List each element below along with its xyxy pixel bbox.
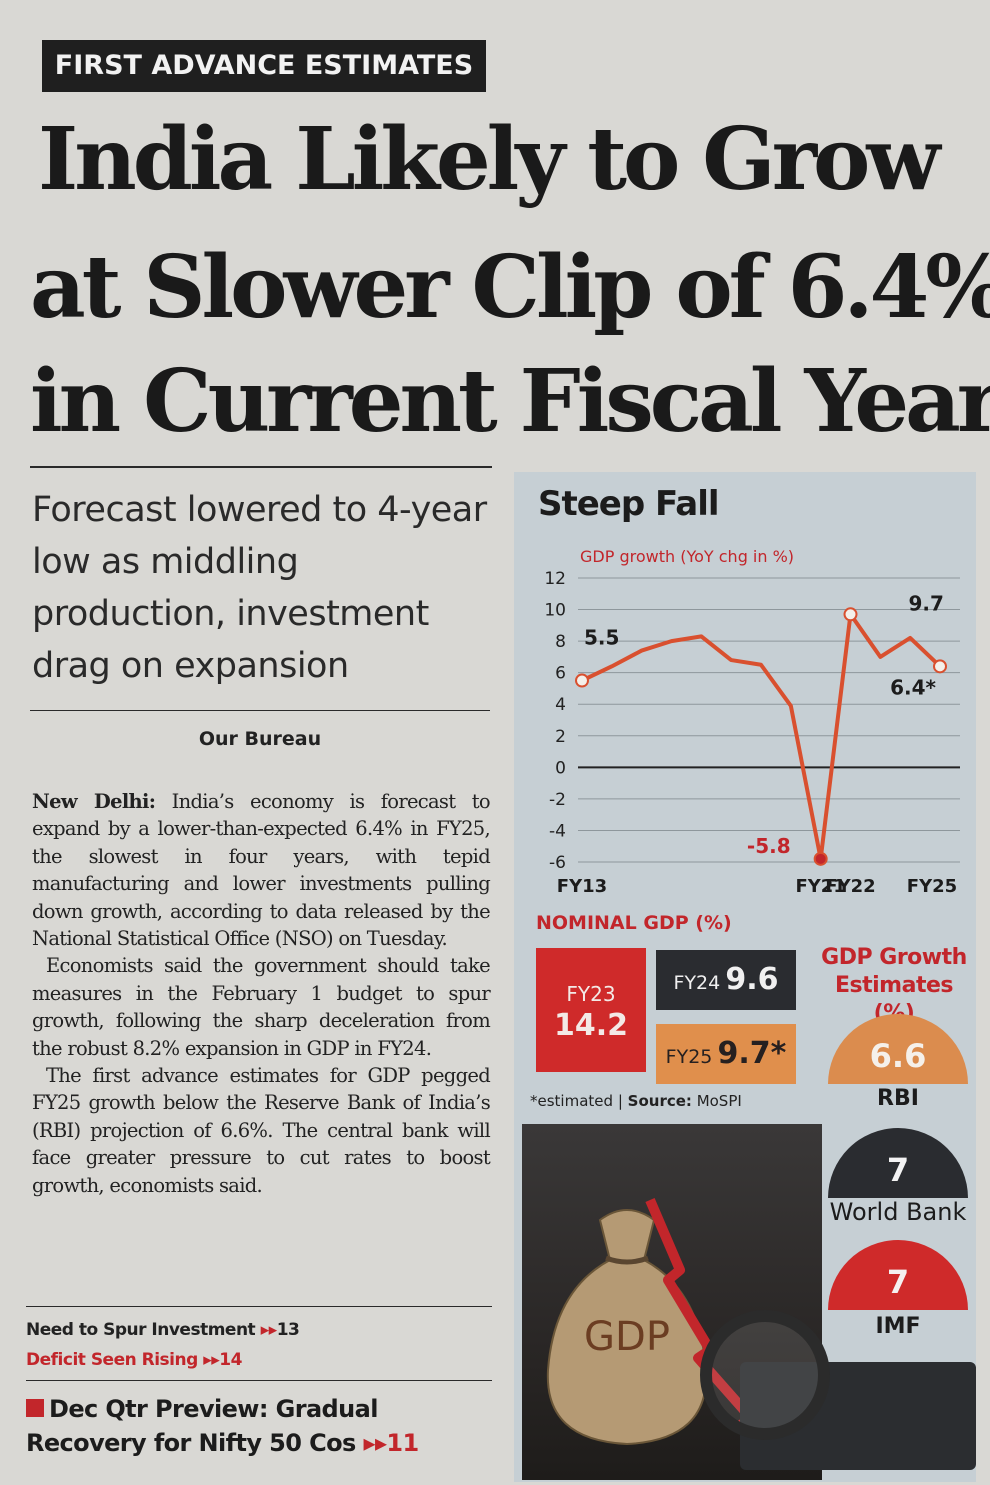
- y-tick-label: 0: [555, 758, 566, 778]
- x-tick-label: FY22: [825, 876, 875, 897]
- preview-text: Dec Qtr Preview: Gradual Recovery for Ni…: [26, 1395, 378, 1457]
- fy24-value: 9.6: [725, 962, 779, 997]
- sack-text: GDP: [584, 1314, 670, 1360]
- footnote-separator: |: [617, 1092, 623, 1110]
- ref-page: 13: [276, 1320, 300, 1340]
- double-arrow-icon: ▸▸: [260, 1320, 278, 1340]
- y-tick-label: 8: [555, 632, 566, 652]
- fy23-value: 14.2: [553, 1008, 629, 1043]
- double-arrow-icon: ▸▸: [363, 1429, 388, 1457]
- chart-title: GDP growth (YoY chg in %): [580, 547, 794, 566]
- ref-text: Deficit Seen Rising: [26, 1350, 198, 1370]
- gdp-growth-line-chart: GDP growth (YoY chg in %) 12 10 8 6 4 2 0 -2 -4 -…: [544, 547, 960, 897]
- x-tick-label: FY21: [795, 876, 845, 897]
- data-label: 6.4*: [890, 675, 936, 699]
- preview-link[interactable]: Dec Qtr Preview: Gradual Recovery for Ni…: [26, 1392, 496, 1460]
- rbi-label: RBI: [877, 1086, 919, 1111]
- world-bank-label: World Bank: [829, 1198, 967, 1226]
- fy25-value: 9.7*: [717, 1036, 787, 1071]
- graphic-footnote: *estimated | Source: MoSPI: [530, 1092, 742, 1110]
- bullet-square-icon: [26, 1399, 44, 1417]
- fy24-year: FY24: [673, 972, 721, 994]
- footnote-estimated: *estimated: [530, 1092, 614, 1110]
- data-point: [843, 607, 858, 622]
- fy23-year: FY23: [566, 982, 616, 1006]
- kicker-label: FIRST ADVANCE ESTIMATES: [42, 40, 486, 92]
- nominal-gdp-label: NOMINAL GDP (%): [536, 912, 732, 934]
- byline: Our Bureau: [198, 728, 322, 750]
- nominal-fy24-box: FY24 9.6: [656, 950, 796, 1010]
- divider: [30, 710, 490, 711]
- paragraph-2: Economists said the government should ta…: [32, 954, 491, 1060]
- growth-estimates-heading: GDP Growth Estimates (%): [821, 945, 967, 1026]
- headline-line-2: at Slower Clip of 6.4%: [30, 237, 990, 338]
- paragraph-3: The first advance estimates for GDP pegg…: [32, 1064, 491, 1197]
- divider: [30, 466, 492, 468]
- x-tick-label: FY25: [907, 876, 957, 897]
- preview-page: 11: [386, 1429, 419, 1457]
- ref-page: 14: [219, 1350, 242, 1370]
- ref-link-deficit[interactable]: Deficit Seen Rising ▸▸14: [26, 1350, 242, 1370]
- money-sack-icon: GDP: [546, 1209, 708, 1446]
- article-body: New Delhi: India’s economy is forecast t…: [32, 788, 491, 1199]
- y-tick-label: 2: [555, 727, 566, 747]
- nominal-fy25-box: FY25 9.7*: [656, 1024, 796, 1084]
- data-point: [933, 659, 947, 674]
- x-tick-label: FY13: [557, 876, 607, 897]
- gdp-growth-series-line: [581, 612, 942, 861]
- nominal-fy23-box: FY23 14.2: [536, 948, 646, 1072]
- data-label: -5.8: [747, 834, 791, 858]
- y-tick-label: 12: [544, 569, 566, 589]
- y-tick-label: -2: [549, 790, 566, 810]
- y-tick-label: 4: [555, 695, 566, 715]
- data-label: 5.5: [584, 626, 619, 650]
- paragraph-1: New Delhi: India’s economy is forecast t…: [32, 788, 491, 952]
- divider: [26, 1380, 492, 1381]
- data-point: [813, 851, 828, 866]
- footnote-source: MoSPI: [696, 1092, 742, 1110]
- data-point: [575, 673, 589, 688]
- headline-line-1: India Likely to Grow: [38, 109, 940, 210]
- fy25-year: FY25: [665, 1046, 713, 1068]
- double-arrow-icon: ▸▸: [203, 1350, 220, 1370]
- deck-subheadline: Forecast lowered to 4-year low as middli…: [32, 490, 487, 686]
- y-tick-label: 10: [544, 601, 566, 621]
- magnifier-icon: [700, 1310, 830, 1440]
- ref-link-spur-investment[interactable]: Need to Spur Investment ▸▸13: [26, 1320, 300, 1340]
- headline-line-3: in Current Fiscal Year: [30, 351, 990, 452]
- footnote-source-label: Source:: [627, 1092, 692, 1110]
- y-tick-label: -4: [549, 821, 566, 841]
- ref-text: Need to Spur Investment: [26, 1320, 256, 1340]
- y-tick-label: -6: [549, 853, 566, 873]
- paragraph-1-text: India’s economy is forecast to expand by…: [32, 790, 491, 951]
- data-label: 9.7: [909, 591, 944, 615]
- divider: [26, 1306, 492, 1307]
- imf-label: IMF: [875, 1314, 921, 1339]
- y-tick-label: 6: [555, 664, 566, 684]
- dateline: New Delhi:: [32, 790, 156, 813]
- graphic-title: Steep Fall: [538, 484, 720, 524]
